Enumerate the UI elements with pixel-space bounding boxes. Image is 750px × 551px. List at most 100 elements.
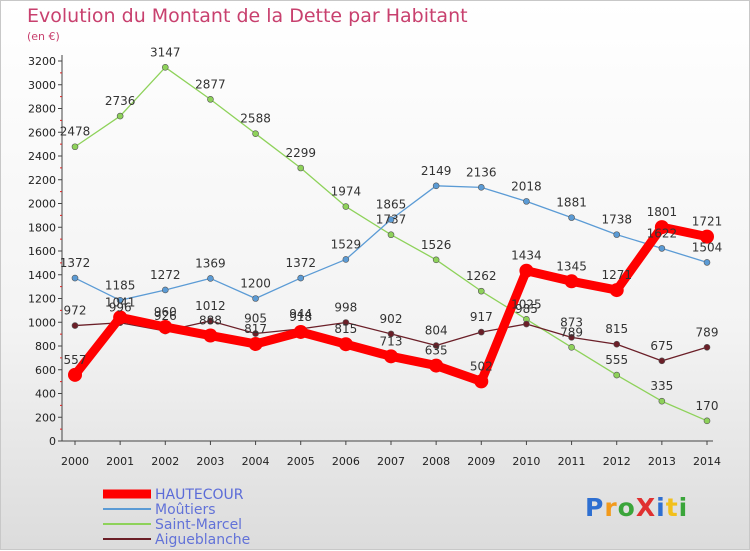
proxiti-logo: ProXiti: [585, 493, 688, 522]
data-label: 1622: [647, 226, 678, 240]
y-tick-label: 2000: [28, 198, 56, 211]
data-label: 1737: [376, 213, 407, 227]
legend-label: Saint-Marcel: [155, 517, 242, 533]
data-point: [523, 320, 530, 328]
data-label: 1262: [466, 269, 497, 283]
chart-title: Evolution du Montant de la Dette par Hab…: [27, 5, 468, 27]
y-tick-label: 1000: [28, 316, 56, 329]
logo-letter: P: [585, 493, 605, 522]
series-hautecour: [68, 220, 714, 389]
data-point: [474, 374, 489, 389]
x-tick-label: 2002: [151, 455, 179, 468]
data-point: [613, 371, 621, 379]
y-tick-label: 1200: [28, 293, 56, 306]
y-tick-label: 3000: [28, 79, 56, 92]
data-point: [654, 220, 669, 235]
data-label: 2588: [240, 112, 271, 126]
data-label: 2478: [60, 125, 91, 139]
y-tick-label: 200: [35, 411, 56, 424]
data-label: 1372: [60, 256, 91, 270]
data-label: 1200: [240, 277, 271, 291]
data-point: [158, 320, 173, 334]
data-label: 1738: [601, 213, 632, 227]
legend: HAUTECOURMoûtiersSaint-MarcelAigueblanch…: [103, 487, 250, 548]
data-label: 789: [560, 325, 583, 339]
data-point: [293, 324, 308, 339]
data-point: [338, 337, 353, 352]
x-tick-label: 2012: [603, 455, 631, 468]
data-point: [207, 275, 214, 282]
data-point: [432, 182, 440, 190]
data-label: 1974: [331, 185, 362, 199]
x-tick-label: 2014: [693, 455, 721, 468]
data-label: 557: [64, 353, 87, 367]
data-label: 789: [696, 325, 719, 339]
y-tick-label: 1600: [28, 245, 56, 258]
data-label: 1041: [105, 295, 136, 309]
data-point: [71, 143, 79, 151]
logo-letter: t: [665, 493, 679, 522]
x-tick-label: 2009: [467, 455, 495, 468]
y-tick-label: 1400: [28, 269, 56, 282]
legend-label: HAUTECOUR: [155, 487, 244, 503]
data-label: 555: [605, 353, 628, 367]
data-label: 502: [470, 359, 493, 373]
data-label: 804: [425, 324, 448, 338]
series-saint_marcel: [71, 63, 711, 425]
chart-subtitle: (en €): [27, 30, 60, 43]
x-tick-label: 2001: [106, 455, 134, 468]
y-tick-label: 1800: [28, 221, 56, 234]
series-line: [74, 66, 708, 422]
data-label: 1185: [105, 278, 136, 292]
data-label: 2018: [511, 179, 542, 193]
data-label: 1345: [556, 259, 587, 273]
data-label: 998: [334, 300, 357, 314]
data-point: [387, 330, 395, 338]
data-point: [248, 336, 263, 351]
data-label: 972: [64, 304, 87, 318]
data-point: [519, 263, 534, 278]
data-label: 873: [560, 315, 583, 329]
data-point: [564, 274, 579, 289]
y-tick-label: 2400: [28, 150, 56, 163]
data-label: 2299: [285, 146, 316, 160]
data-point: [252, 295, 259, 302]
data-label: 815: [334, 322, 357, 336]
data-point: [703, 259, 711, 266]
y-tick-label: 2600: [28, 126, 56, 139]
data-label: 985: [515, 302, 538, 316]
x-tick-label: 2013: [648, 455, 676, 468]
data-point: [700, 229, 714, 244]
data-point: [432, 256, 440, 264]
data-label: 635: [425, 344, 448, 358]
legend-label: Moûtiers: [155, 502, 216, 518]
data-point: [342, 319, 350, 326]
data-label: 335: [650, 379, 673, 393]
y-tick-label: 400: [35, 388, 56, 401]
x-tick-label: 2006: [332, 455, 360, 468]
data-point: [432, 342, 440, 349]
data-point: [568, 214, 575, 221]
logo-letter: r: [604, 493, 618, 522]
data-label: 815: [605, 322, 628, 336]
x-tick-label: 2005: [287, 455, 315, 468]
data-point: [207, 96, 214, 103]
data-point: [207, 317, 214, 325]
data-point: [613, 340, 621, 348]
data-point: [68, 367, 82, 382]
data-point: [658, 397, 666, 405]
data-point: [342, 256, 350, 263]
data-label: 817: [244, 322, 267, 336]
data-label: 2877: [195, 77, 226, 91]
data-point: [71, 274, 79, 282]
data-label: 713: [380, 334, 403, 348]
data-point: [342, 203, 350, 210]
data-label: 917: [470, 310, 493, 324]
data-point: [658, 245, 666, 252]
data-label: 2136: [466, 165, 497, 179]
data-label: 1372: [285, 256, 316, 270]
data-label: 1025: [511, 297, 542, 311]
data-label: 996: [109, 301, 132, 315]
data-label: 1434: [511, 249, 542, 263]
